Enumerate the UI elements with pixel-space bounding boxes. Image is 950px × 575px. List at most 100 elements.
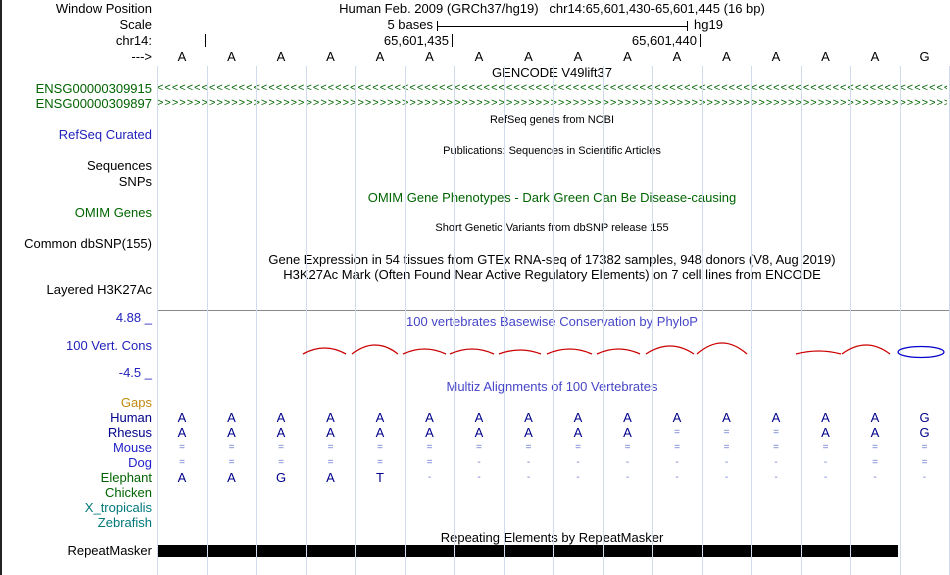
publications-title: Publications: Sequences in Scientific Ar… — [443, 145, 661, 157]
alignment-cell: - — [774, 472, 778, 483]
alignment-cell: A — [573, 410, 583, 425]
track-label-repeatmasker[interactable]: RepeatMasker — [67, 543, 152, 558]
track-label-omim[interactable]: OMIM Genes — [74, 205, 152, 220]
alignment-cell: A — [474, 410, 484, 425]
track-label-snps[interactable]: SNPs — [118, 174, 152, 189]
alignment-cell: A — [722, 410, 731, 425]
alignment-cell: A — [524, 410, 533, 425]
alignment-cell: = — [723, 442, 730, 453]
grid-line — [256, 66, 257, 575]
grid-line — [454, 66, 455, 575]
alignment-cell: = — [327, 457, 334, 468]
track-label-dbsnp[interactable]: Common dbSNP(155) — [24, 236, 152, 251]
grid-line — [899, 66, 901, 575]
alignment-cell: A — [672, 410, 682, 425]
multiz-species-dog[interactable]: Dog — [128, 455, 152, 470]
alignment-cell: - — [477, 457, 481, 468]
alignment-cell: - — [625, 457, 630, 468]
alignment-cell: A — [870, 425, 880, 440]
alignment-cell: G — [919, 410, 930, 425]
multiz-species-elephant[interactable]: Elephant — [100, 470, 152, 485]
alignment-cell: A — [227, 425, 236, 440]
alignment-cell: A — [276, 425, 286, 440]
base-letter: A — [474, 49, 484, 64]
alignment-cell: - — [625, 472, 630, 483]
alignment-cell: - — [823, 472, 828, 483]
alignment-cell: = — [921, 457, 928, 468]
track-label-gaps[interactable]: Gaps — [120, 395, 152, 410]
gencode-gene-arrows-plus[interactable]: >>>>>>>>>>>>>>>>>>>>>>>>>>>>>>>>>>>>>>>>… — [157, 97, 947, 109]
track-label-refseq[interactable]: RefSeq Curated — [58, 127, 152, 142]
gencode-gene-arrows-minus[interactable]: <<<<<<<<<<<<<<<<<<<<<<<<<<<<<<<<<<<<<<<<… — [157, 82, 947, 94]
base-letter: A — [326, 49, 335, 64]
alignment-cell: A — [870, 410, 880, 425]
alignment-cell: = — [822, 442, 829, 453]
alignment-cell: = — [426, 442, 433, 453]
alignment-cell: A — [276, 410, 286, 425]
conservation-arc — [402, 348, 447, 355]
track-label-sequences[interactable]: Sequences — [86, 158, 152, 173]
coordinate-tick — [700, 34, 701, 47]
base-letter: A — [870, 49, 880, 64]
left-border — [0, 0, 2, 575]
conservation-arc — [546, 348, 593, 355]
alignment-cell: A — [425, 425, 434, 440]
scale-bases-text: 5 bases — [387, 17, 433, 32]
alignment-cell: = — [674, 442, 680, 453]
alignment-cell: A — [573, 425, 583, 440]
grid-line — [206, 66, 208, 575]
base-letter: A — [276, 49, 286, 64]
alignment-cell: A — [821, 425, 830, 440]
base-letter: A — [623, 49, 632, 64]
alignment-cell: = — [921, 442, 928, 453]
alignment-cell: - — [823, 457, 828, 468]
grid-line — [305, 66, 307, 575]
conservation-max-label: 4.88 _ — [115, 310, 152, 325]
alignment-cell: = — [525, 442, 532, 453]
base-letter: G — [919, 49, 930, 64]
conservation-arc — [351, 344, 399, 355]
alignment-cell: A — [425, 410, 434, 425]
alignment-cell: - — [873, 472, 877, 483]
alignment-cell: = — [872, 442, 878, 453]
grid-line — [404, 66, 406, 575]
grid-line — [602, 66, 604, 575]
alignment-cell: A — [524, 425, 533, 440]
conservation-wiggle[interactable] — [157, 336, 949, 366]
multiz-species-x_tropicalis[interactable]: X_tropicalis — [84, 500, 152, 515]
conservation-arc — [302, 347, 347, 355]
alignment-cell: - — [675, 472, 679, 483]
conservation-arc — [795, 350, 842, 355]
grid-line — [701, 66, 703, 575]
base-letter: A — [573, 49, 583, 64]
alignment-cell: A — [771, 410, 781, 425]
alignment-cell: = — [624, 442, 631, 453]
multiz-species-rhesus[interactable]: Rhesus — [107, 425, 152, 440]
alignment-cell: - — [576, 472, 580, 483]
multiz-species-chicken[interactable]: Chicken — [105, 485, 152, 500]
multiz-species-mouse[interactable]: Mouse — [112, 440, 152, 455]
alignment-cell: A — [227, 470, 236, 485]
alignment-cell: = — [228, 457, 235, 468]
repeat-element-bar[interactable] — [157, 545, 898, 557]
grid-line — [800, 66, 802, 575]
multiz-species-zebrafish[interactable]: Zebrafish — [97, 515, 152, 530]
conservation-arc — [498, 349, 542, 355]
track-label-h3k27ac[interactable]: Layered H3K27Ac — [46, 282, 152, 297]
refseq-title: RefSeq genes from NCBI — [489, 114, 615, 126]
track-label-conservation[interactable]: 100 Vert. Cons — [66, 338, 152, 353]
gene-label-2[interactable]: ENSG00000309897 — [35, 96, 152, 111]
alignment-cell: = — [872, 457, 878, 468]
grid-line — [652, 66, 653, 575]
gene-label-1[interactable]: ENSG00000309915 — [35, 81, 152, 96]
alignment-cell: - — [576, 457, 580, 468]
alignment-cell: A — [375, 425, 385, 440]
alignment-cell: = — [773, 442, 779, 453]
multiz-species-human[interactable]: Human — [110, 410, 152, 425]
grid-line — [553, 66, 554, 575]
conservation-title: 100 vertebrates Basewise Conservation by… — [406, 314, 698, 329]
base-letter: A — [821, 49, 830, 64]
multiz-title: Multiz Alignments of 100 Vertebrates — [446, 379, 658, 394]
coordinate-label-right: 65,601,440 — [631, 33, 697, 48]
alignment-cell: - — [477, 472, 481, 483]
